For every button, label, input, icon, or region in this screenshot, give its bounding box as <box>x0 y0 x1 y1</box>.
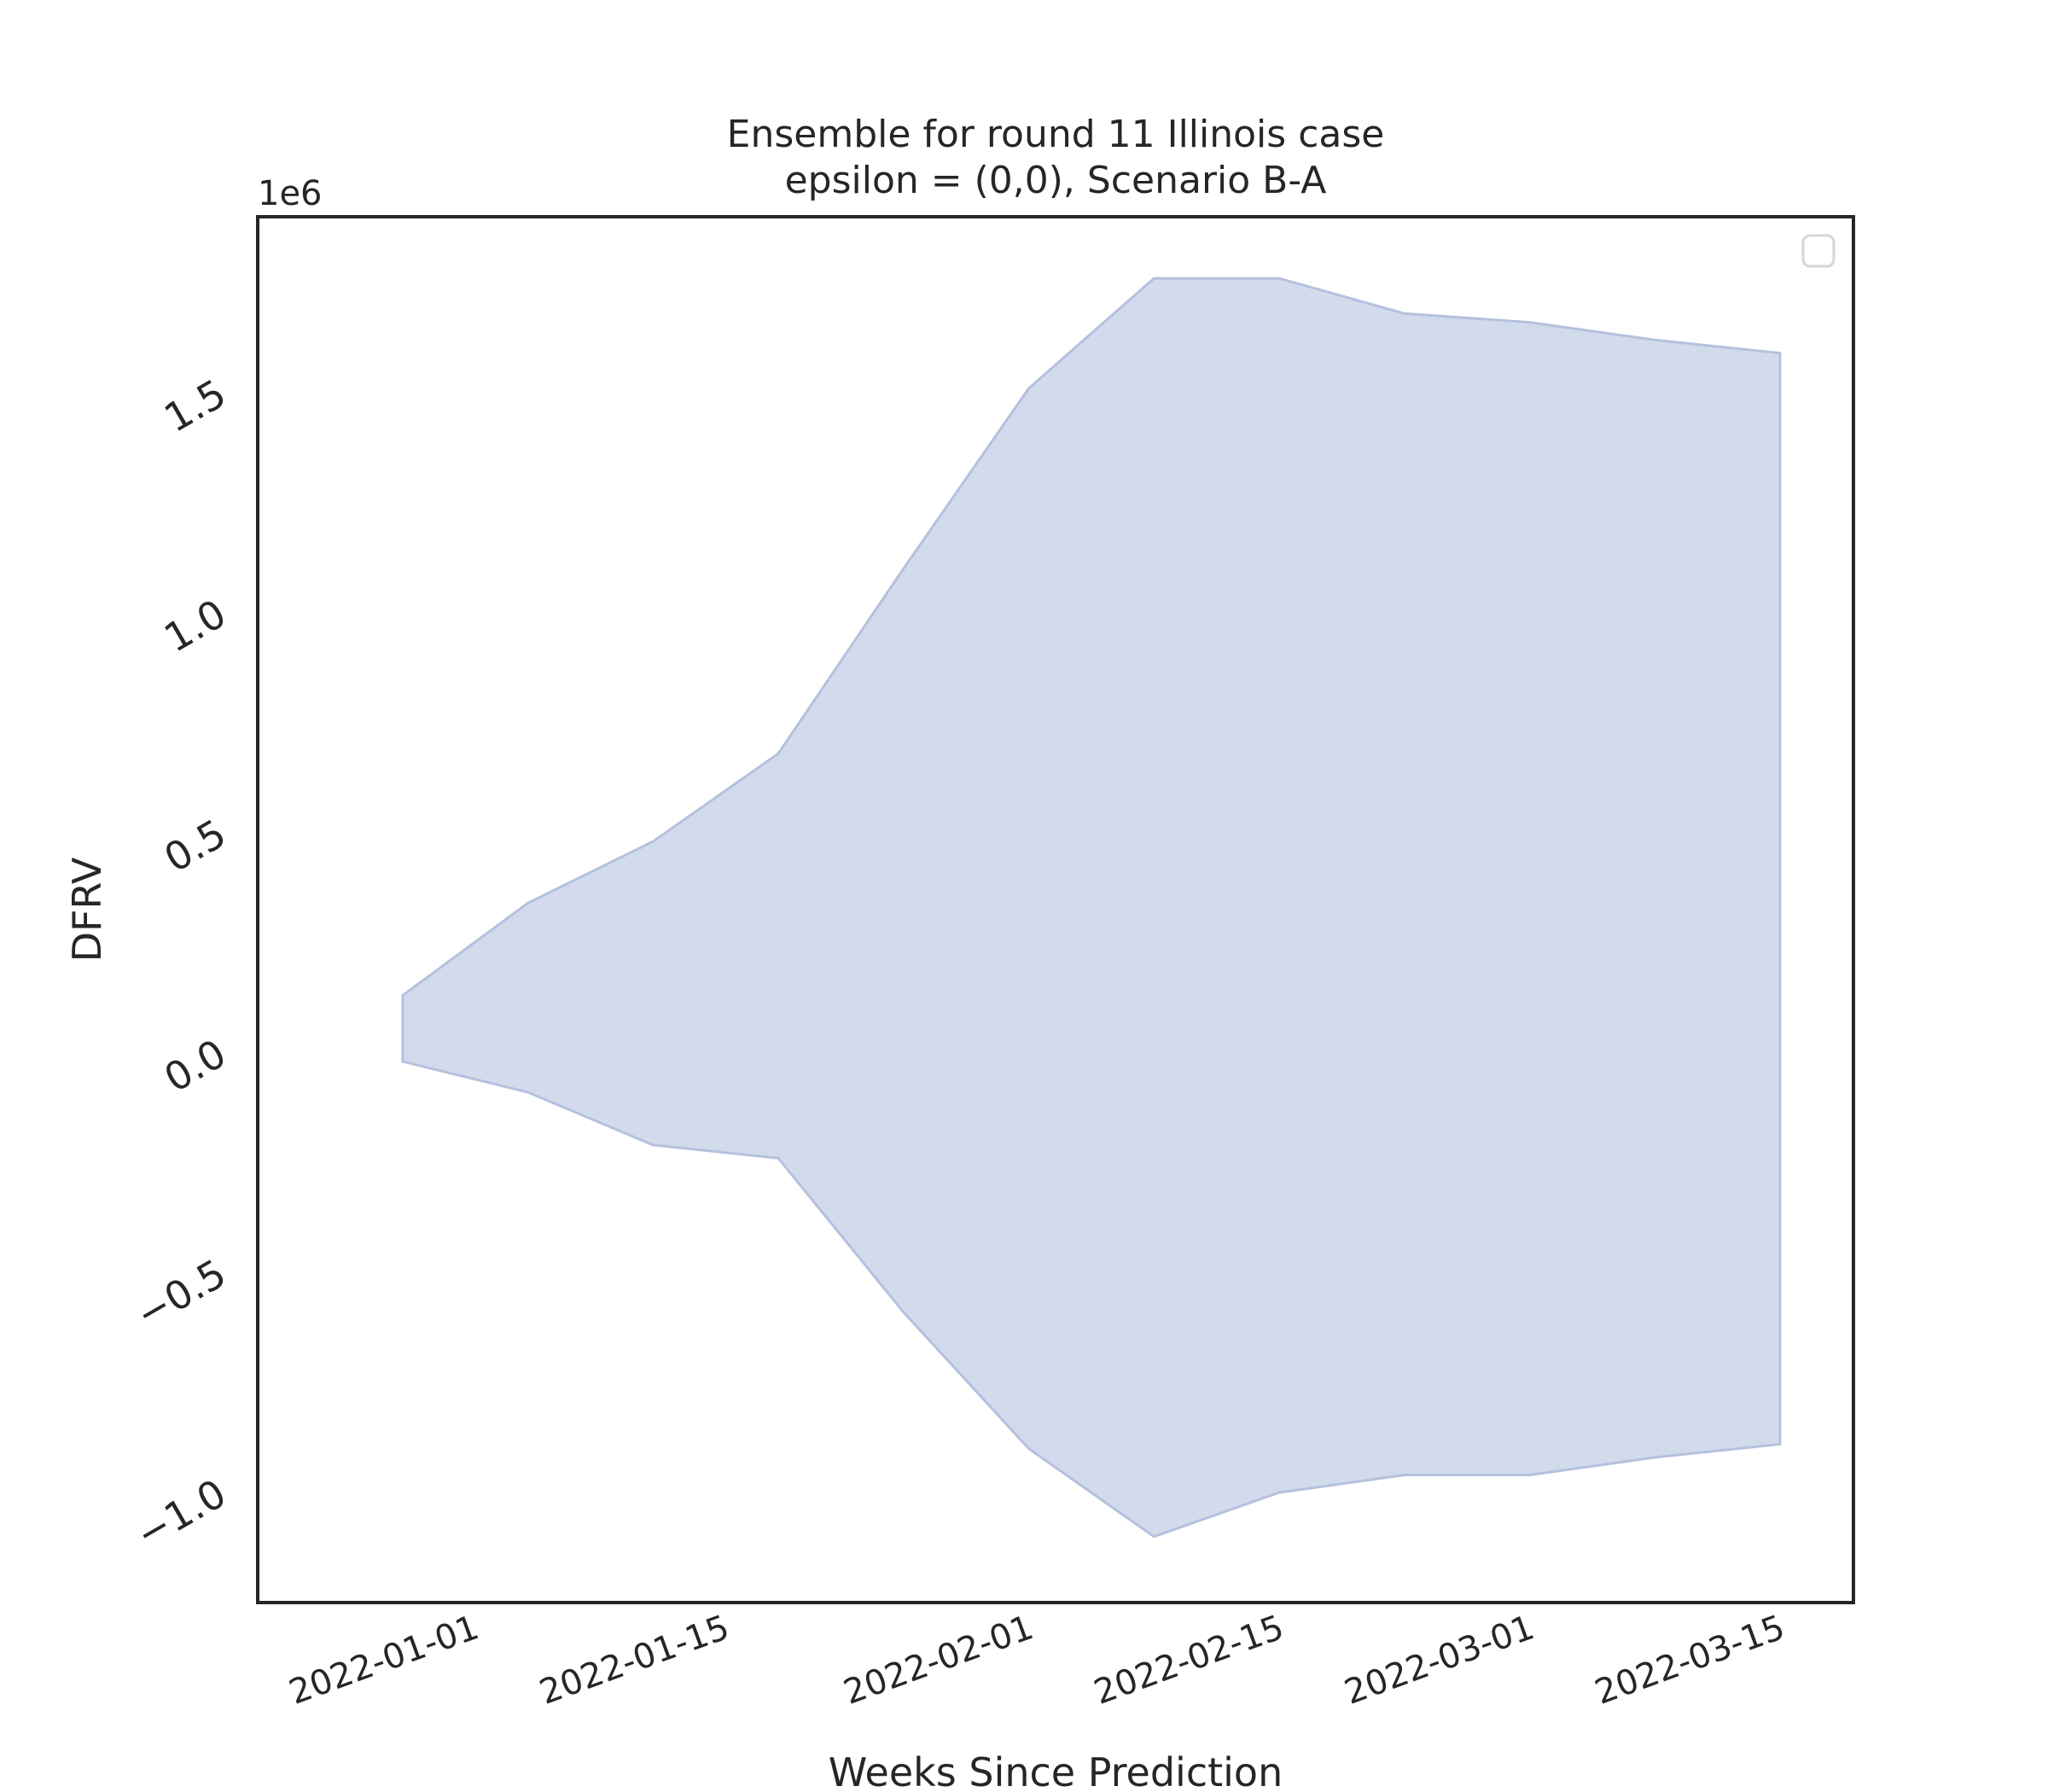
uncertainty-band-layer <box>401 276 1782 1539</box>
x-tick-label: 2022-01-15 <box>534 1608 734 1713</box>
x-tick-label: 2022-01-01 <box>284 1608 484 1713</box>
x-tick-label: 2022-02-01 <box>839 1608 1039 1713</box>
x-tick-label: 2022-03-15 <box>1590 1608 1789 1713</box>
chart-title: Ensemble for round 11 Illinois case <box>727 113 1385 156</box>
y-tick-label: 1.0 <box>156 591 233 661</box>
x-axis-label: Weeks Since Prediction <box>829 1749 1283 1792</box>
y-tick-label: −1.0 <box>128 1470 234 1558</box>
x-tick-label: 2022-03-01 <box>1340 1608 1539 1713</box>
y-axis-offset-label: 1e6 <box>258 174 323 213</box>
y-tick-label: 1.5 <box>156 370 233 441</box>
y-tick-label: 0.5 <box>156 810 233 881</box>
x-axis-ticks: 2022-01-01 2022-01-15 2022-02-01 2022-02-15… <box>284 1608 1789 1713</box>
y-tick-label: 0.0 <box>156 1030 233 1101</box>
y-axis-ticks: −1.0 −0.5 0.0 0.5 1.0 1.5 <box>128 370 234 1558</box>
y-tick-label: −0.5 <box>128 1250 234 1338</box>
plot-frame <box>256 215 1855 1604</box>
uncertainty-band <box>401 276 1782 1539</box>
x-tick-label: 2022-02-15 <box>1089 1608 1289 1713</box>
legend-box <box>1801 234 1836 268</box>
chart-subtitle: epsilon = (0,0), Scenario B-A <box>785 159 1327 202</box>
y-axis-label: DFRV <box>64 857 110 962</box>
